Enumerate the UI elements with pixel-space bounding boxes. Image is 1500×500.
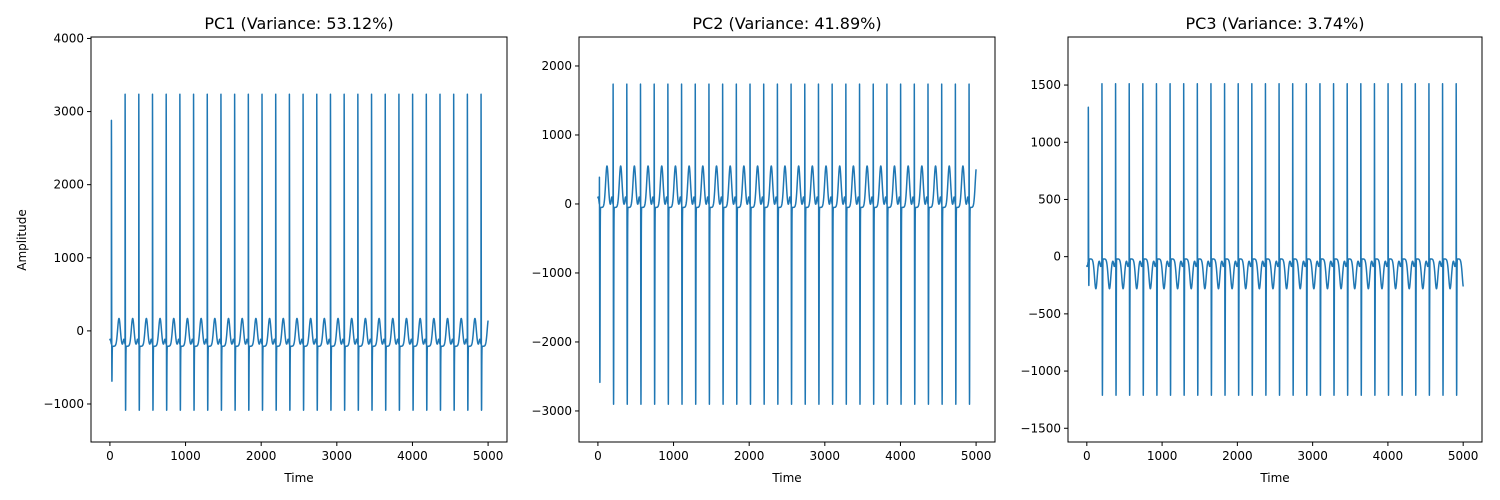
pc1-y-ticks: −1000 0 1000 2000 3000 4000 <box>43 31 91 411</box>
x-tick-label: 2000 <box>734 449 765 463</box>
x-tick-label: 4000 <box>885 449 916 463</box>
y-tick-label: 0 <box>1053 250 1061 264</box>
y-tick-label: 1000 <box>53 251 84 265</box>
pc3-y-ticks: −1500 −1000 −500 0 500 1000 1500 <box>1020 78 1068 435</box>
pc3-series-line <box>1086 83 1464 396</box>
x-tick-label: 5000 <box>473 449 504 463</box>
y-tick-label: 500 <box>1038 192 1061 206</box>
x-tick-label: 3000 <box>322 449 353 463</box>
pc3-panel: PC3 (Variance: 3.74%) 0 1000 2000 3000 4000 5… <box>1020 14 1483 485</box>
pc2-x-axis-label: Time <box>771 471 801 485</box>
x-tick-label: 1000 <box>1147 449 1178 463</box>
y-tick-label: −3000 <box>531 404 572 418</box>
y-tick-label: −500 <box>1028 307 1061 321</box>
y-tick-label: 2000 <box>541 59 572 73</box>
pc1-panel: PC1 (Variance: 53.12%) 0 1000 2000 3000 4000… <box>15 14 508 485</box>
pc3-x-ticks: 0 1000 2000 3000 4000 5000 <box>1083 442 1478 463</box>
pc1-axes-frame <box>90 36 508 443</box>
pc2-title: PC2 (Variance: 41.89%) <box>692 14 881 33</box>
y-tick-label: 0 <box>76 324 84 338</box>
pc2-x-ticks: 0 1000 2000 3000 4000 5000 <box>594 442 991 463</box>
x-tick-label: 1000 <box>658 449 689 463</box>
x-tick-label: 4000 <box>1373 449 1404 463</box>
y-tick-label: −1000 <box>43 397 84 411</box>
pc2-panel: PC2 (Variance: 41.89%) 0 1000 2000 3000 4000… <box>531 14 996 485</box>
y-tick-label: −1500 <box>1020 421 1061 435</box>
x-tick-label: 3000 <box>810 449 841 463</box>
pc2-axes-frame <box>578 36 996 443</box>
x-tick-label: 2000 <box>1222 449 1253 463</box>
x-tick-label: 5000 <box>1448 449 1479 463</box>
pc3-x-axis-label: Time <box>1259 471 1289 485</box>
pc2-series-line <box>597 83 977 405</box>
x-tick-label: 0 <box>594 449 602 463</box>
x-tick-label: 0 <box>1083 449 1091 463</box>
y-tick-label: −2000 <box>531 335 572 349</box>
y-tick-label: 4000 <box>53 31 84 45</box>
pc3-axes-frame <box>1067 36 1483 443</box>
pc1-x-ticks: 0 1000 2000 3000 4000 5000 <box>106 442 503 463</box>
y-tick-label: 1500 <box>1030 78 1061 92</box>
y-tick-label: 3000 <box>53 105 84 119</box>
y-tick-label: 1000 <box>1030 135 1061 149</box>
y-tick-label: −1000 <box>531 266 572 280</box>
pc1-x-axis-label: Time <box>283 471 313 485</box>
x-tick-label: 1000 <box>170 449 201 463</box>
x-tick-label: 4000 <box>397 449 428 463</box>
pc1-series-line <box>109 93 489 411</box>
pc2-y-ticks: −3000 −2000 −1000 0 1000 2000 <box>531 59 579 418</box>
x-tick-label: 3000 <box>1297 449 1328 463</box>
pc1-title: PC1 (Variance: 53.12%) <box>204 14 393 33</box>
y-tick-label: −1000 <box>1020 364 1061 378</box>
x-tick-label: 0 <box>106 449 114 463</box>
x-tick-label: 2000 <box>246 449 277 463</box>
y-tick-label: 1000 <box>541 128 572 142</box>
pc1-y-axis-label: Amplitude <box>15 209 29 271</box>
y-tick-label: 0 <box>564 197 572 211</box>
pc3-title: PC3 (Variance: 3.74%) <box>1186 14 1365 33</box>
y-tick-label: 2000 <box>53 178 84 192</box>
x-tick-label: 5000 <box>961 449 992 463</box>
